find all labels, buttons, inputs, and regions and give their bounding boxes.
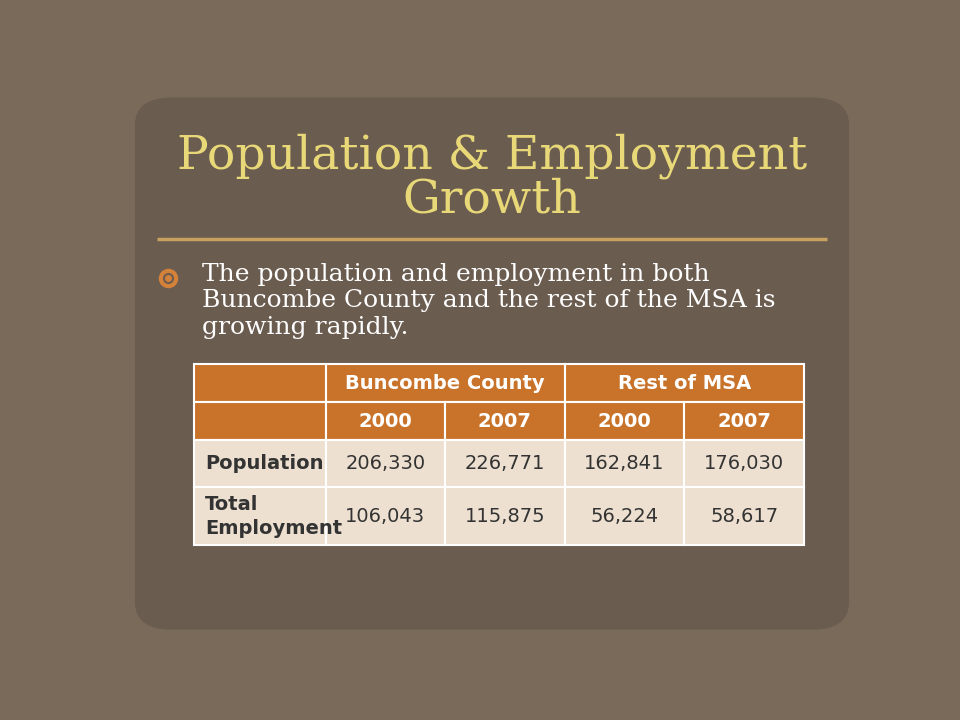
Text: 2000: 2000 [598, 412, 652, 431]
Text: 162,841: 162,841 [585, 454, 664, 473]
Text: 2000: 2000 [358, 412, 412, 431]
Bar [564, 487, 684, 546]
Text: Buncombe County and the rest of the MSA is: Buncombe County and the rest of the MSA … [202, 289, 776, 312]
Bar [564, 440, 684, 487]
Bar [684, 487, 804, 546]
Text: growing rapidly.: growing rapidly. [202, 316, 408, 339]
Text: 176,030: 176,030 [705, 454, 784, 473]
Bar [445, 487, 564, 546]
FancyBboxPatch shape [134, 97, 849, 630]
Bar [325, 402, 445, 440]
Text: Population: Population [204, 454, 324, 473]
Text: 226,771: 226,771 [465, 454, 545, 473]
Text: Buncombe County: Buncombe County [346, 374, 545, 392]
Bar [564, 364, 804, 402]
Bar [684, 402, 804, 440]
Bar [445, 402, 564, 440]
Text: Growth: Growth [402, 177, 582, 222]
Bar [194, 364, 325, 402]
Bar [564, 402, 684, 440]
Bar [445, 440, 564, 487]
Text: 206,330: 206,330 [346, 454, 425, 473]
Bar [194, 487, 325, 546]
Bar [684, 440, 804, 487]
Bar [194, 440, 325, 487]
Text: Population & Employment: Population & Employment [177, 132, 807, 179]
Text: 58,617: 58,617 [710, 507, 779, 526]
Text: Rest of MSA: Rest of MSA [618, 374, 752, 392]
Text: 2007: 2007 [478, 412, 532, 431]
Text: Total
Employment: Total Employment [204, 495, 342, 538]
Text: 2007: 2007 [717, 412, 771, 431]
Text: 115,875: 115,875 [465, 507, 545, 526]
Text: 56,224: 56,224 [590, 507, 659, 526]
Bar [325, 440, 445, 487]
Bar [325, 364, 564, 402]
Text: 106,043: 106,043 [346, 507, 425, 526]
Bar [194, 402, 325, 440]
Text: The population and employment in both: The population and employment in both [202, 263, 709, 286]
Bar [325, 487, 445, 546]
